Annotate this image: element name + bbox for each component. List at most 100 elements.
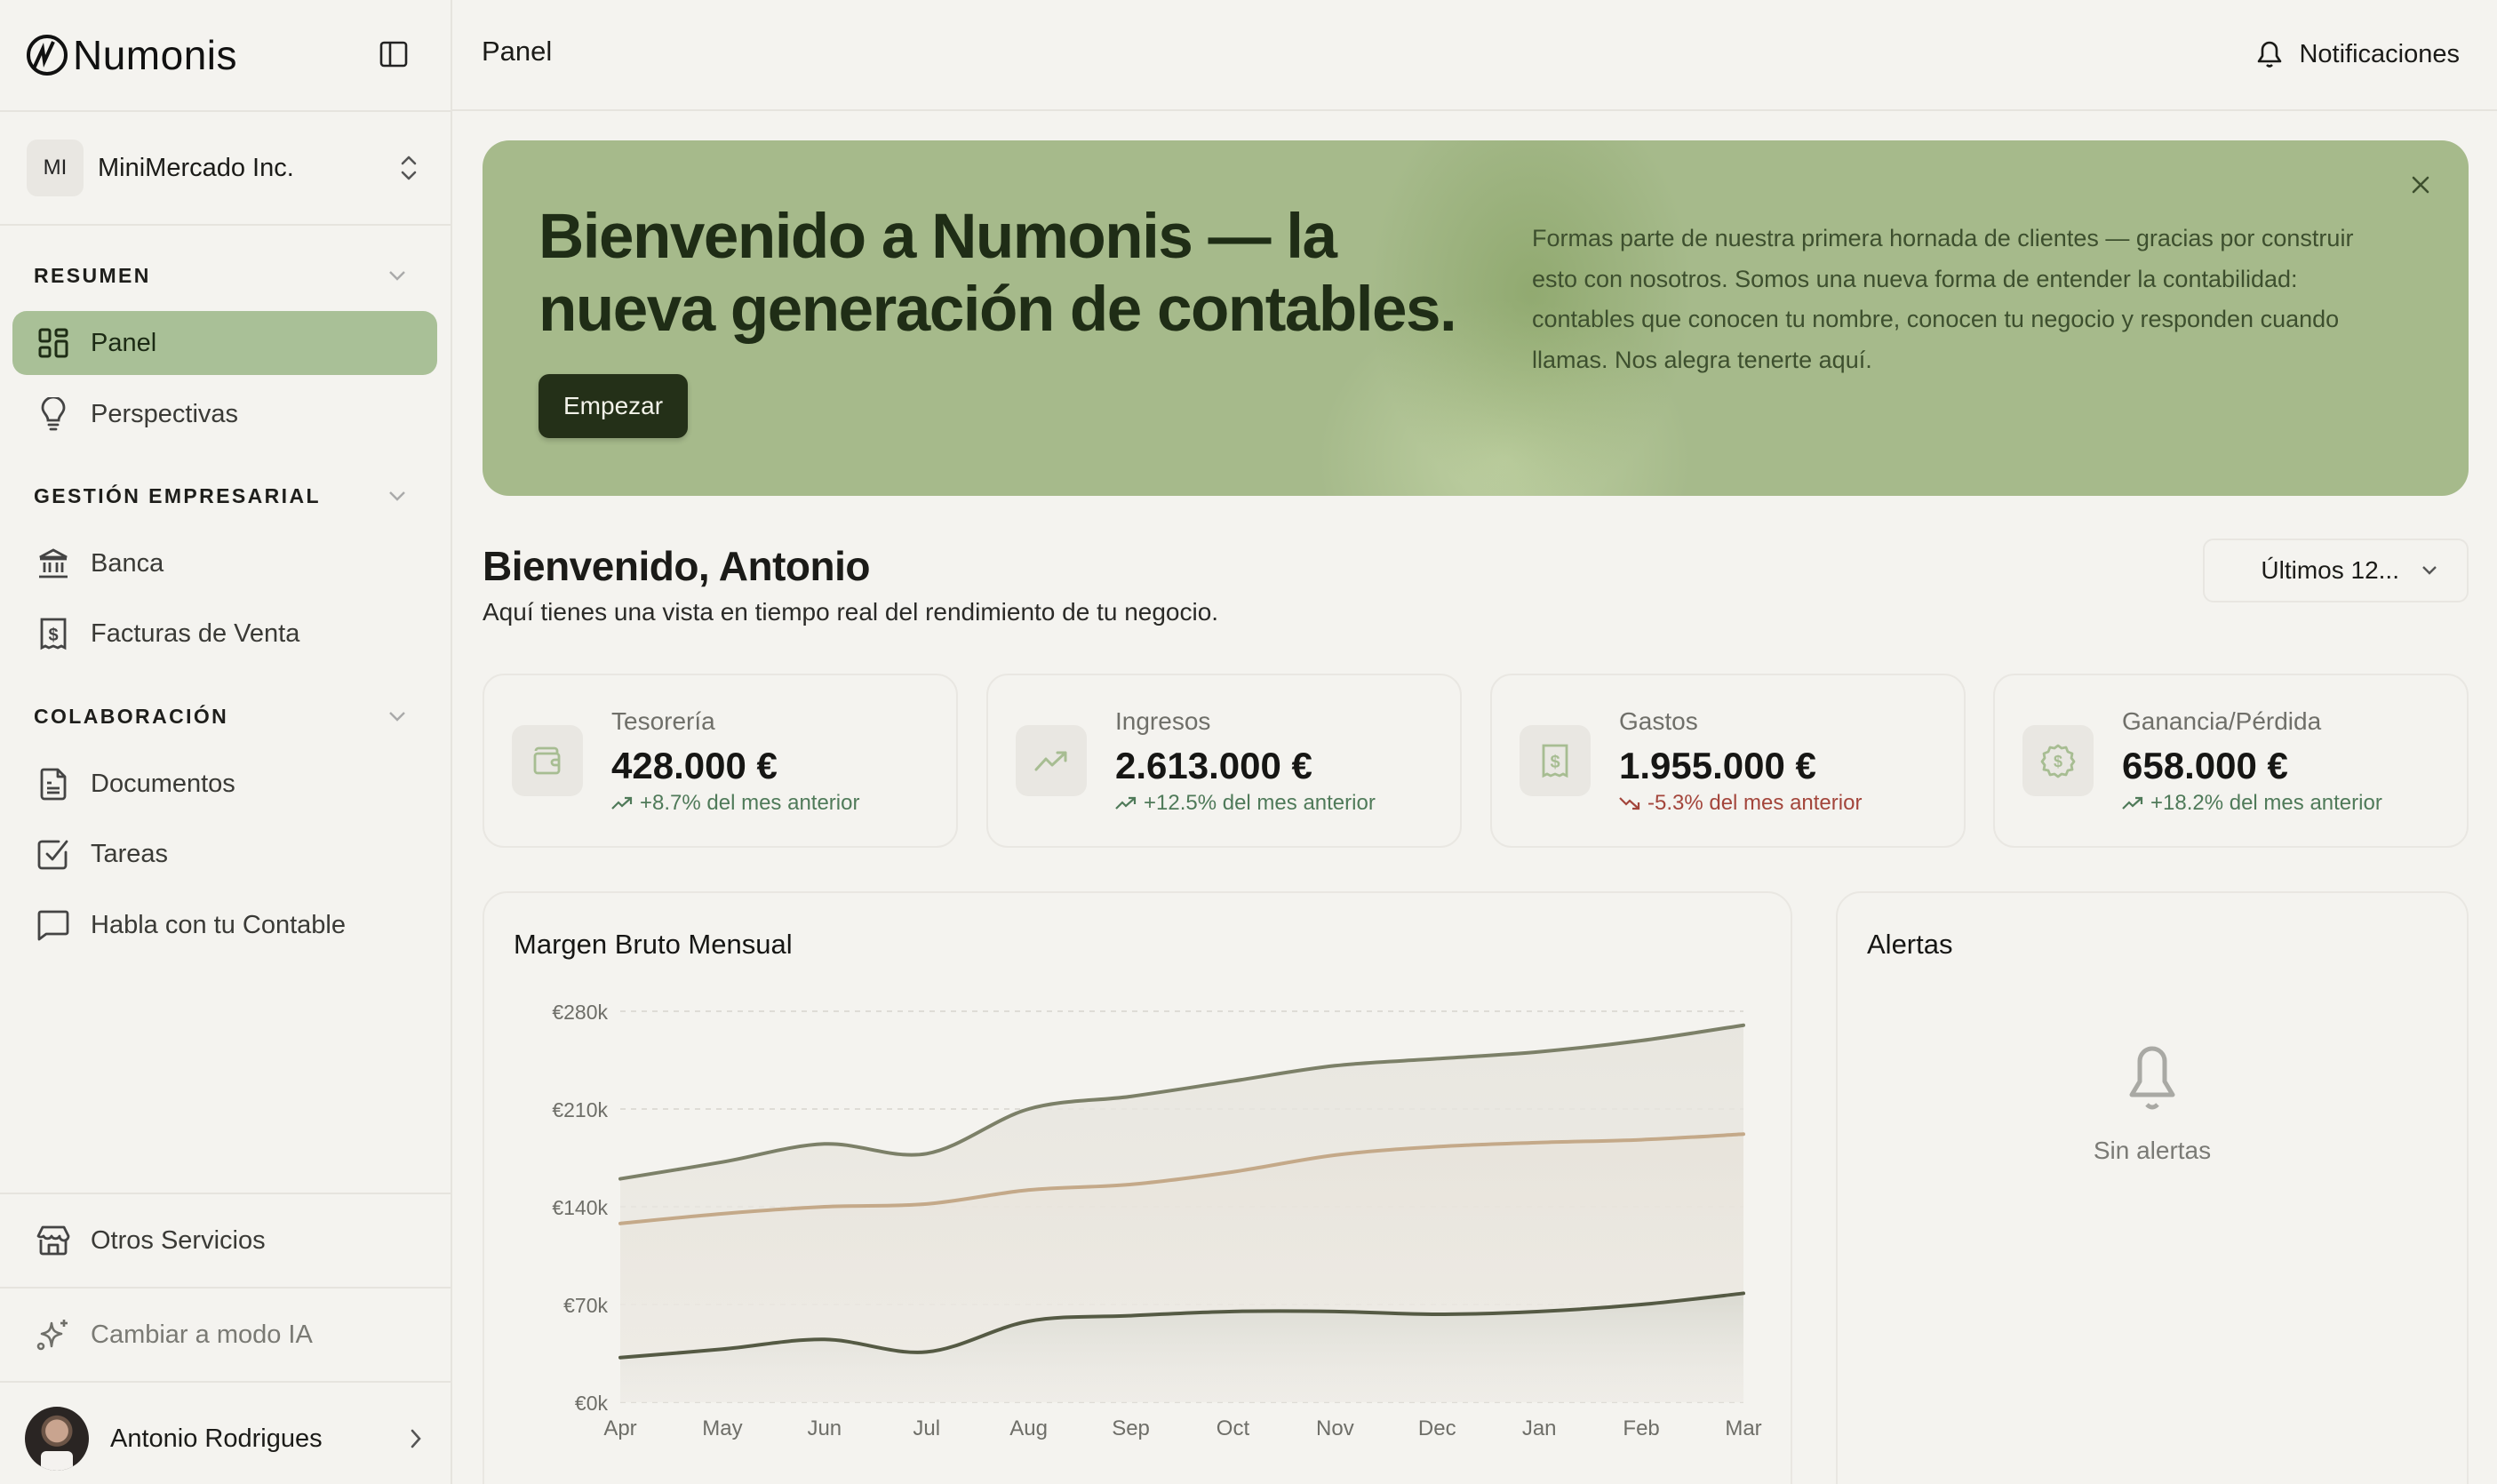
trending-up-icon bbox=[1016, 725, 1087, 796]
svg-text:Feb: Feb bbox=[1623, 1416, 1659, 1440]
numonis-logo-icon bbox=[27, 35, 68, 76]
brand-name: Numonis bbox=[73, 32, 238, 78]
svg-text:Aug: Aug bbox=[1009, 1416, 1048, 1440]
chat-bubble-icon bbox=[36, 907, 71, 943]
bank-icon bbox=[36, 546, 71, 581]
svg-text:$: $ bbox=[48, 626, 58, 645]
alerts-empty-text: Sin alertas bbox=[2093, 1137, 2212, 1164]
welcome-subtitle: Aquí tienes una vista en tiempo real del… bbox=[483, 598, 1219, 626]
svg-text:Mar: Mar bbox=[1725, 1416, 1761, 1440]
org-badge: MI bbox=[27, 140, 84, 196]
receipt-dollar-icon: $ bbox=[1520, 725, 1591, 796]
user-profile-button[interactable]: Antonio Rodrigues bbox=[25, 1406, 425, 1472]
divider bbox=[0, 1287, 451, 1289]
period-select[interactable]: Últimos 12... bbox=[2203, 539, 2469, 602]
sidebar-item-label: Otros Servicios bbox=[91, 1225, 266, 1255]
notifications-label: Notificaciones bbox=[2299, 39, 2460, 68]
checkbox-icon bbox=[36, 836, 71, 872]
gross-margin-chart-card: Margen Bruto Mensual €0k €70k €140k €210k €2… bbox=[483, 891, 1792, 1484]
sidebar-item-otros-servicios[interactable]: Otros Servicios bbox=[12, 1209, 437, 1273]
sidebar-item-facturas[interactable]: $ Facturas de Venta bbox=[12, 602, 437, 666]
stat-card-ingresos: Ingresos 2.613.000 € +12.5% del mes ante… bbox=[986, 674, 1462, 848]
sidebar-item-label: Perspectivas bbox=[91, 399, 239, 428]
chevron-down-icon bbox=[2422, 566, 2437, 575]
org-switcher[interactable]: MI MiniMercado Inc. bbox=[27, 139, 422, 197]
svg-text:Dec: Dec bbox=[1418, 1416, 1456, 1440]
sidebar: Numonis MI MiniMercado Inc. RESUMEN Pane… bbox=[0, 0, 452, 1484]
sidebar-item-banca[interactable]: Banca bbox=[12, 531, 437, 595]
bell-icon bbox=[2129, 1046, 2175, 1110]
section-title: COLABORACIÓN bbox=[34, 704, 229, 728]
ai-mode-toggle[interactable]: Cambiar a modo IA bbox=[12, 1303, 437, 1367]
bell-icon bbox=[2258, 41, 2282, 68]
sidebar-item-label: Panel bbox=[91, 328, 157, 357]
welcome-banner: Bienvenido a Numonis — la nueva generaci… bbox=[483, 140, 2469, 496]
alerts-card: Alertas Sin alertas bbox=[1836, 891, 2469, 1484]
section-title: GESTIÓN EMPRESARIAL bbox=[34, 483, 321, 507]
trending-up-icon bbox=[1115, 796, 1137, 810]
org-name: MiniMercado Inc. bbox=[98, 153, 294, 182]
alerts-title: Alertas bbox=[1867, 929, 1953, 960]
svg-text:$: $ bbox=[2054, 753, 2062, 770]
svg-text:Jul: Jul bbox=[913, 1416, 940, 1440]
svg-text:Apr: Apr bbox=[603, 1416, 636, 1440]
sparkles-icon bbox=[36, 1317, 71, 1352]
page-title: Panel bbox=[482, 36, 553, 67]
svg-text:Jun: Jun bbox=[807, 1416, 842, 1440]
stat-value: 2.613.000 € bbox=[1115, 745, 1312, 786]
svg-text:Sep: Sep bbox=[1112, 1416, 1150, 1440]
sidebar-item-label: Banca bbox=[91, 548, 164, 578]
stat-change: +18.2% del mes anterior bbox=[2122, 791, 2382, 816]
badge-dollar-icon: $ bbox=[2022, 725, 2094, 796]
avatar bbox=[25, 1407, 89, 1471]
divider bbox=[0, 1381, 451, 1383]
stat-label: Ingresos bbox=[1115, 707, 1211, 735]
section-title: RESUMEN bbox=[34, 263, 151, 287]
close-icon bbox=[2412, 176, 2429, 194]
close-banner-button[interactable] bbox=[2403, 167, 2438, 203]
section-resumen-toggle[interactable]: RESUMEN bbox=[34, 258, 407, 293]
period-select-value: Últimos 12... bbox=[2261, 556, 2399, 584]
section-gestion-toggle[interactable]: GESTIÓN EMPRESARIAL bbox=[34, 478, 407, 514]
storefront-icon bbox=[36, 1223, 71, 1258]
svg-text:€280k: €280k bbox=[552, 1001, 608, 1024]
sidebar-item-perspectivas[interactable]: Perspectivas bbox=[12, 382, 437, 446]
chevron-down-icon bbox=[389, 271, 405, 281]
chevron-down-icon bbox=[389, 491, 405, 501]
sidebar-panel-icon bbox=[379, 41, 408, 68]
trending-up-icon bbox=[2122, 796, 2143, 810]
user-name: Antonio Rodrigues bbox=[110, 1424, 323, 1453]
welcome-title: Bienvenido, Antonio bbox=[483, 543, 871, 589]
sidebar-item-label: Cambiar a modo IA bbox=[91, 1320, 313, 1349]
stat-label: Ganancia/Pérdida bbox=[2122, 707, 2322, 735]
section-colaboracion-toggle[interactable]: COLABORACIÓN bbox=[34, 698, 407, 734]
dashboard-grid-icon bbox=[36, 325, 71, 361]
trending-up-icon bbox=[611, 796, 633, 810]
stat-label: Gastos bbox=[1619, 707, 1698, 735]
svg-text:€140k: €140k bbox=[552, 1196, 608, 1219]
notifications-button[interactable]: Notificaciones bbox=[2256, 32, 2460, 76]
sidebar-item-panel[interactable]: Panel bbox=[12, 311, 437, 375]
sidebar-item-label: Facturas de Venta bbox=[91, 618, 300, 648]
stat-card-ganancia: $ Ganancia/Pérdida 658.000 € +18.2% del … bbox=[1993, 674, 2469, 848]
brand[interactable]: Numonis bbox=[25, 27, 237, 84]
stat-value: 428.000 € bbox=[611, 745, 778, 786]
divider bbox=[0, 224, 451, 226]
chevron-right-icon bbox=[411, 1429, 421, 1448]
sidebar-item-habla-contable[interactable]: Habla con tu Contable bbox=[12, 893, 437, 957]
sidebar-item-tareas[interactable]: Tareas bbox=[12, 822, 437, 886]
get-started-button[interactable]: Empezar bbox=[538, 374, 689, 438]
banner-text: Formas parte de nuestra primera hornada … bbox=[1532, 225, 2354, 373]
stat-value: 658.000 € bbox=[2122, 745, 2288, 786]
svg-text:May: May bbox=[702, 1416, 742, 1440]
wallet-icon bbox=[512, 725, 583, 796]
svg-text:$: $ bbox=[1550, 753, 1560, 772]
sidebar-item-label: Documentos bbox=[91, 769, 235, 798]
collapse-sidebar-button[interactable] bbox=[377, 37, 411, 71]
stat-label: Tesorería bbox=[611, 707, 715, 735]
sidebar-item-documentos[interactable]: Documentos bbox=[12, 752, 437, 816]
stat-change: +8.7% del mes anterior bbox=[611, 791, 859, 816]
divider bbox=[0, 1193, 451, 1194]
chevron-down-icon bbox=[389, 712, 405, 722]
gross-margin-chart: €0k €70k €140k €210k €280k Apr May Jun Jul Aug Sep… bbox=[552, 1001, 1761, 1440]
